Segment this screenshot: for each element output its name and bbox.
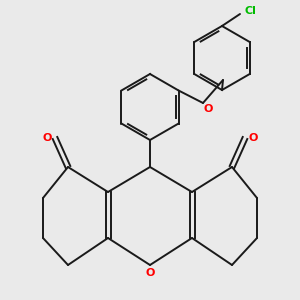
Text: O: O xyxy=(203,104,213,114)
Text: O: O xyxy=(42,133,52,143)
Text: Cl: Cl xyxy=(244,6,256,16)
Text: O: O xyxy=(145,268,155,278)
Text: O: O xyxy=(248,133,258,143)
